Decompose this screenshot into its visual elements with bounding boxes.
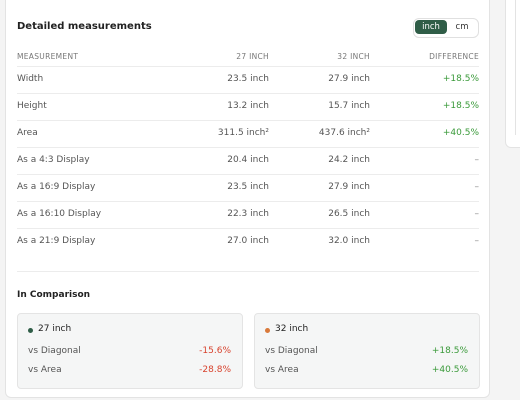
card-value: -15.6% [199,346,231,356]
table-cell: Area [17,128,38,138]
column-header: 27 INCH [236,52,269,61]
table-cell: 15.7 inch [328,101,370,111]
row-separator [17,93,479,94]
card-dot [265,328,270,333]
table-cell: 13.2 inch [227,101,269,111]
table-cell: 32.0 inch [328,236,370,246]
card-metric: vs Area [28,365,62,375]
row-separator [17,66,479,67]
table-cell: +18.5% [442,101,479,111]
table-cell: 311.5 inch² [217,128,269,138]
table-cell: +40.5% [442,128,479,138]
table-cell: 27.9 inch [328,182,370,192]
card-metric: vs Area [265,365,299,375]
card-label: 27 inch [38,324,72,334]
unit-button[interactable]: cm [455,22,469,32]
card-value: -28.8% [199,365,231,375]
card-value: +40.5% [431,365,468,375]
row-separator [17,174,479,175]
row-separator [17,201,479,202]
row-separator [17,228,479,229]
comparison-title: In Comparison [17,290,91,300]
card-metric: vs Diagonal [265,346,318,356]
card-metric: vs Diagonal [28,346,81,356]
table-cell: As a 16:10 Display [17,209,102,219]
table-cell: 20.4 inch [227,155,269,165]
table-cell: 23.5 inch [227,182,269,192]
column-header: DIFFERENCE [429,52,479,61]
table-cell: Width [17,74,44,84]
column-header: 32 INCH [337,52,370,61]
section-title: Detailed measurements [17,21,152,32]
column-header: MEASUREMENT [17,52,79,61]
unit-button[interactable]: inch [415,20,447,34]
table-cell: – [474,182,480,192]
card-value: +18.5% [431,346,468,356]
table-cell: – [474,209,480,219]
row-separator [17,147,479,148]
row-separator [17,120,479,121]
table-cell: 22.3 inch [227,209,269,219]
table-cell: As a 21:9 Display [17,236,96,246]
side-card [505,0,520,148]
table-cell: 26.5 inch [328,209,370,219]
card-label: 32 inch [275,324,309,334]
table-cell: Height [17,101,47,111]
divider [17,271,479,272]
table-cell: 23.5 inch [227,74,269,84]
table-cell: 24.2 inch [328,155,370,165]
table-cell: 27.9 inch [328,74,370,84]
comparison-card [17,313,243,389]
table-cell: – [474,155,480,165]
table-cell: 437.6 inch² [318,128,370,138]
table-cell: 27.0 inch [227,236,269,246]
table-cell: – [474,236,480,246]
table-cell: As a 4:3 Display [17,155,90,165]
card-dot [28,328,33,333]
table-cell: +18.5% [442,74,479,84]
unit-toggle [413,18,479,38]
table-cell: As a 16:9 Display [17,182,96,192]
comparison-card [254,313,480,389]
